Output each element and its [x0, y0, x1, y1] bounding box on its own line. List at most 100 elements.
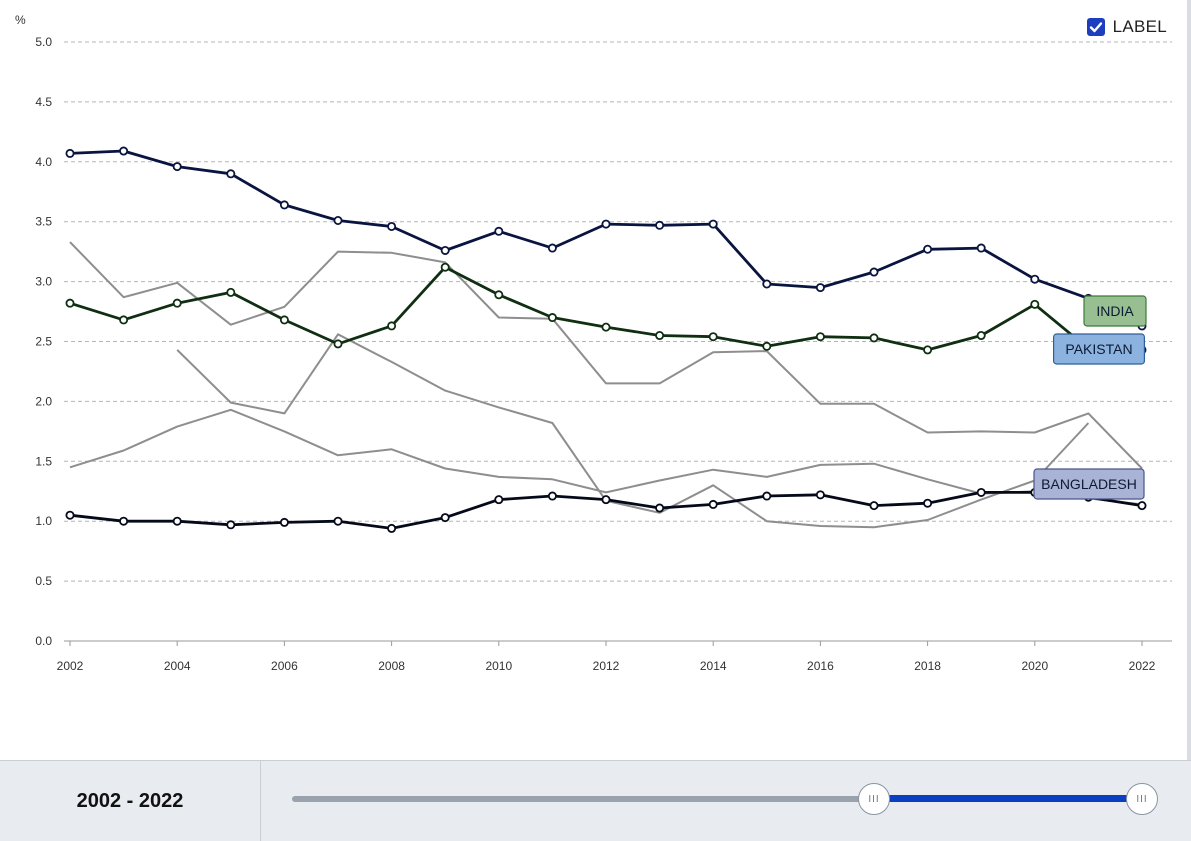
x-tick-label: 2018 — [914, 659, 941, 673]
other-country-line-3 — [69, 408, 1143, 506]
slider-end-handle[interactable]: III — [1126, 783, 1158, 815]
bangladesh-data-point — [65, 510, 75, 520]
pakistan-data-point — [65, 298, 75, 308]
y-tick-label: 2.5 — [35, 335, 52, 349]
bangladesh-data-point — [655, 503, 665, 513]
india-data-point — [655, 220, 665, 230]
india-data-point — [708, 219, 718, 229]
pakistan-data-point — [172, 298, 182, 308]
india-data-point — [440, 245, 450, 255]
y-tick-label: 0.0 — [35, 634, 52, 648]
label-toggle[interactable]: LABEL — [1086, 17, 1167, 37]
bangladesh-data-point — [494, 495, 504, 505]
y-tick-label: 4.0 — [35, 155, 52, 169]
pakistan-data-point — [1030, 299, 1040, 309]
x-tick-label: 2008 — [378, 659, 405, 673]
label-toggle-text: LABEL — [1112, 17, 1167, 36]
india-data-point — [333, 216, 343, 226]
bangladesh-data-point — [387, 523, 397, 533]
india-series-label: INDIA — [1083, 295, 1147, 327]
india-data-point — [1030, 274, 1040, 284]
india-data-point — [226, 169, 236, 179]
grip-icon: III — [1136, 793, 1148, 805]
bangladesh-data-point — [601, 495, 611, 505]
slider-track-selected[interactable] — [874, 795, 1142, 802]
y-axis-unit-label: % — [15, 13, 26, 27]
footer-divider — [260, 761, 261, 841]
pakistan-data-point — [869, 333, 879, 343]
x-tick-label: 2012 — [593, 659, 620, 673]
bangladesh-data-point — [547, 491, 557, 501]
bangladesh-data-point — [762, 491, 772, 501]
other-country-line-1 — [69, 241, 1143, 470]
pakistan-data-point — [815, 332, 825, 342]
y-tick-label: 3.5 — [35, 215, 52, 229]
line-chart: % 0.0 0.5 1.0 1.5 2.0 2.5 3.0 3.5 4.0 4.5 5.0 2002 20… — [15, 13, 1172, 673]
scrollbar[interactable] — [1187, 0, 1191, 760]
bangladesh-data-point — [815, 490, 825, 500]
y-tick-label: 1.0 — [35, 514, 52, 528]
bangladesh-label-box — [1033, 468, 1145, 500]
pakistan-data-point — [655, 331, 665, 341]
india-data-point — [279, 200, 289, 210]
x-tick-label: 2020 — [1021, 659, 1048, 673]
year-range-text: 2002 - 2022 — [76, 789, 184, 812]
y-tick-label: 4.5 — [35, 95, 52, 109]
pakistan-data-point — [601, 322, 611, 332]
x-tick-label: 2004 — [164, 659, 191, 673]
bangladesh-series-label: BANGLADESH — [1033, 468, 1145, 500]
x-tick-label: 2022 — [1129, 659, 1156, 673]
bangladesh-data-point — [1137, 501, 1147, 511]
x-tick-label: 2014 — [700, 659, 727, 673]
pakistan-data-point — [976, 331, 986, 341]
pakistan-data-point — [333, 339, 343, 349]
x-tick-label: 2002 — [57, 659, 84, 673]
pakistan-data-point — [923, 345, 933, 355]
bangladesh-data-point — [333, 516, 343, 526]
india-data-point — [172, 162, 182, 172]
india-data-point — [119, 146, 129, 156]
slider-track[interactable] — [292, 796, 874, 802]
x-tick-label: 2016 — [807, 659, 834, 673]
pakistan-data-point — [494, 290, 504, 300]
pakistan-data-point — [762, 341, 772, 351]
india-data-point — [601, 219, 611, 229]
other-country-line-2 — [176, 333, 1090, 529]
pakistan-data-point — [547, 313, 557, 323]
india-data-point — [869, 267, 879, 277]
y-tick-label: 5.0 — [35, 35, 52, 49]
india-data-point — [494, 226, 504, 236]
bangladesh-data-point — [440, 513, 450, 523]
bangladesh-data-point — [976, 487, 986, 497]
india-label-text: INDIA — [1096, 303, 1134, 319]
y-tick-label: 3.0 — [35, 275, 52, 289]
pakistan-data-point — [440, 262, 450, 272]
pakistan-label-box — [1052, 333, 1145, 365]
pakistan-data-point — [279, 315, 289, 325]
india-data-point — [815, 283, 825, 293]
pakistan-data-point — [708, 332, 718, 342]
pakistan-data-point — [119, 315, 129, 325]
grip-icon: III — [868, 793, 880, 805]
bangladesh-data-point — [923, 498, 933, 508]
india-data-point — [923, 244, 933, 254]
india-data-point — [547, 243, 557, 253]
pakistan-data-point — [387, 321, 397, 331]
bangladesh-data-point — [869, 501, 879, 511]
x-tick-label: 2010 — [485, 659, 512, 673]
india-data-point — [65, 148, 75, 158]
y-tick-label: 2.0 — [35, 394, 52, 408]
y-tick-label: 0.5 — [35, 574, 52, 588]
x-tick-label: 2006 — [271, 659, 298, 673]
chart-area: % 0.0 0.5 1.0 1.5 2.0 2.5 3.0 3.5 4.0 4.5 5.0 2002 20… — [15, 0, 1191, 760]
india-data-point — [976, 243, 986, 253]
pakistan-data-point — [226, 287, 236, 297]
india-label-box — [1083, 295, 1147, 327]
checkbox-checked-icon[interactable] — [1086, 18, 1105, 36]
slider-start-handle[interactable]: III — [858, 783, 890, 815]
bangladesh-data-point — [172, 516, 182, 526]
bangladesh-data-point — [279, 517, 289, 527]
bangladesh-data-point — [119, 516, 129, 526]
bangladesh-data-point — [708, 499, 718, 509]
india-data-point — [762, 279, 772, 289]
